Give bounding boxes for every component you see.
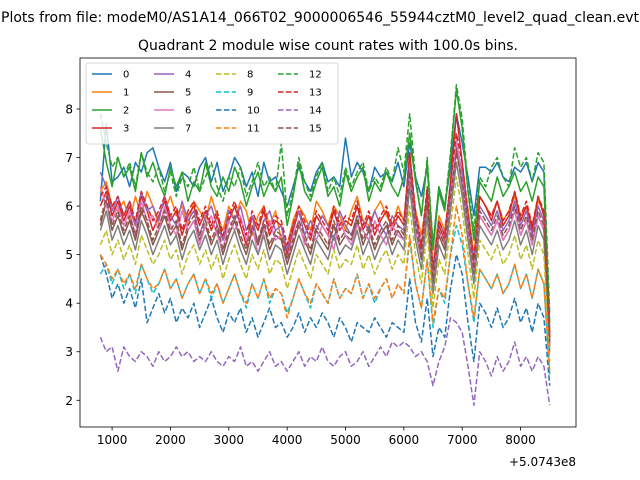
legend-label-11: 11 — [247, 124, 260, 135]
x-tick-label: 1000 — [97, 433, 128, 447]
legend-label-13: 13 — [309, 88, 322, 99]
legend-label-2: 2 — [123, 106, 129, 117]
legend-label-0: 0 — [123, 70, 129, 81]
legend-label-1: 1 — [123, 88, 129, 99]
series-line-12 — [99, 83, 551, 313]
legend-label-8: 8 — [247, 70, 253, 81]
legend-label-7: 7 — [185, 124, 191, 135]
legend-label-10: 10 — [247, 106, 260, 117]
legend-label-15: 15 — [309, 124, 322, 135]
series-line-6 — [99, 137, 551, 347]
y-tick-label: 6 — [65, 200, 73, 214]
series-line-7 — [99, 161, 551, 352]
legend-label-3: 3 — [123, 124, 129, 135]
series-line-2 — [99, 88, 551, 323]
legend-label-5: 5 — [185, 88, 191, 99]
series-line-11 — [99, 205, 551, 372]
legend-label-9: 9 — [247, 88, 253, 99]
legend-label-12: 12 — [309, 70, 322, 81]
y-tick-label: 3 — [65, 345, 73, 359]
x-tick-label: 6000 — [389, 433, 420, 447]
series-line-10 — [99, 253, 551, 386]
series-line-0 — [99, 113, 551, 333]
x-tick-label: 4000 — [272, 433, 303, 447]
series-line-8 — [99, 176, 551, 362]
axes-frame — [79, 57, 577, 428]
x-tick-label: 8000 — [505, 433, 536, 447]
y-tick-label: 2 — [65, 394, 73, 408]
series-line-4 — [99, 142, 551, 343]
series-line-13 — [99, 132, 551, 338]
x-tick-label: 7000 — [447, 433, 478, 447]
y-tick-label: 5 — [65, 248, 73, 262]
y-tick-label: 4 — [65, 297, 73, 311]
y-tick-label: 8 — [65, 102, 73, 116]
x-tick-label: 3000 — [214, 433, 245, 447]
axes: 1000 2000 3000 4000 5000 6000 7000 8000 2 3 4 5 6 7 8 — [65, 57, 577, 447]
legend-label-6: 6 — [185, 106, 191, 117]
series-line-14 — [99, 317, 551, 406]
series-line-15 — [99, 151, 551, 343]
y-tick-label: 7 — [65, 151, 73, 165]
legend-label-14: 14 — [309, 106, 322, 117]
x-offset-label: +5.0743e8 — [509, 455, 576, 469]
legend-label-4: 4 — [185, 70, 191, 81]
chart-title: Quadrant 2 module wise count rates with … — [138, 38, 518, 54]
x-tick-label: 2000 — [155, 433, 186, 447]
plot-lines — [99, 83, 551, 406]
legend-box — [85, 62, 339, 145]
x-tick-label: 5000 — [330, 433, 361, 447]
figure-suptitle: Plots from file: modeM0/AS1A14_066T02_90… — [1, 10, 639, 26]
